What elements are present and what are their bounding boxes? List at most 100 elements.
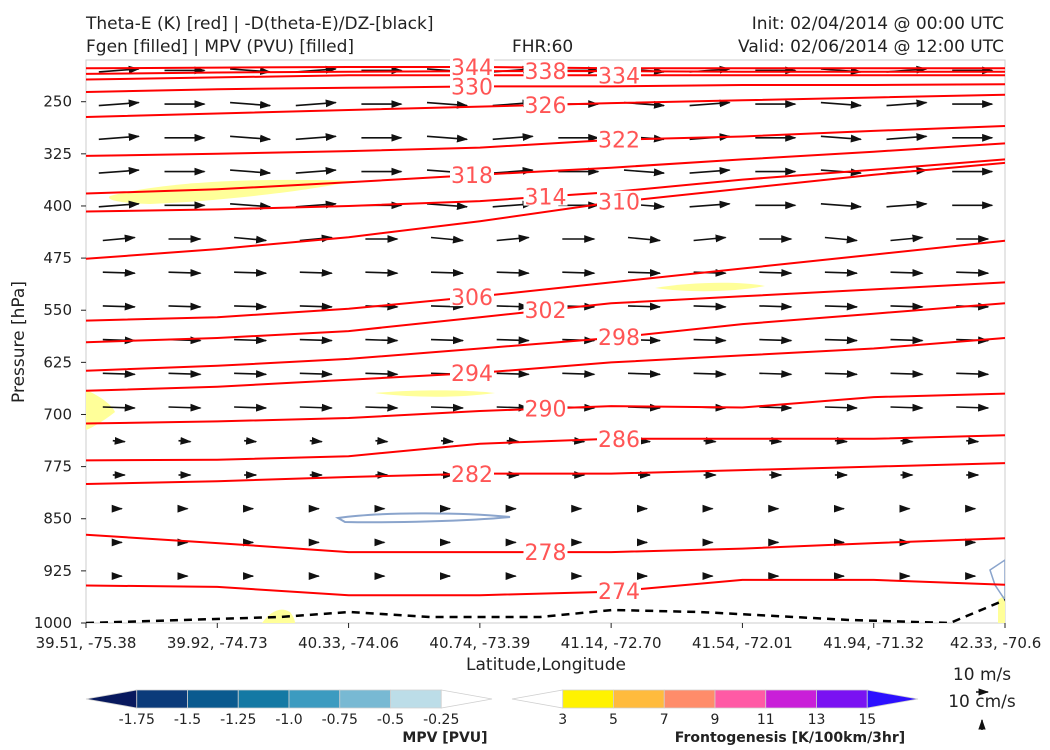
- wind-vector-arrow: [234, 302, 268, 311]
- contour-label-bg: [523, 60, 568, 81]
- fgen-fill-area: [262, 609, 295, 623]
- wind-vector-arrow: [496, 403, 530, 412]
- theta-e-label-274: 274: [598, 580, 640, 605]
- wind-vector-arrow: [299, 234, 333, 243]
- wind-vector-arrow: [365, 268, 399, 277]
- theta-e-contour-282: [86, 462, 1005, 485]
- wind-vector-arrow: [168, 403, 202, 412]
- wind-vector-arrow: [98, 166, 140, 175]
- wind-vector-arrow: [299, 336, 333, 345]
- theta-e-label-278: 278: [525, 541, 567, 566]
- contour-label-bg: [523, 93, 568, 114]
- contour-label-bg: [523, 541, 568, 562]
- wind-vector-arrow: [693, 302, 727, 311]
- contour-label-bg: [450, 286, 494, 307]
- mpv-contour: [989, 559, 1005, 602]
- colorbar-segment: [390, 689, 442, 709]
- vector-key-horizontal: 10 m/s: [953, 665, 1011, 685]
- wind-vector-arrow: [492, 133, 534, 141]
- fgen-fill-area: [86, 390, 115, 430]
- colorbar-tick-label: 13: [808, 712, 826, 728]
- contour-label-bg: [597, 580, 641, 600]
- wind-vector-arrow: [365, 403, 399, 412]
- wind-vector-arrow: [824, 302, 859, 311]
- wind-vector-arrow: [230, 100, 272, 109]
- theta-e-label-302: 302: [525, 299, 567, 324]
- wind-vector-arrow: [834, 436, 849, 445]
- wind-vector-arrow: [426, 100, 469, 109]
- fgen-fill-area: [998, 595, 1005, 623]
- colorbar-tick-label: 3: [558, 712, 567, 728]
- y-tick-label: 625: [43, 353, 72, 371]
- theta-e-label-314: 314: [525, 186, 567, 211]
- theta-e-contour-330: [86, 83, 1005, 93]
- colorbar-segment: [765, 689, 817, 709]
- colorbar-tick-label: -1.75: [119, 712, 155, 728]
- wind-vector-arrow: [890, 268, 924, 277]
- contour-label-bg: [450, 56, 494, 76]
- colorbar-tick-label: -0.5: [377, 712, 404, 728]
- colorbar-tick-label: 7: [660, 712, 669, 728]
- wind-vector-arrow: [440, 436, 455, 445]
- y-tick-label: 475: [43, 249, 72, 267]
- contour-label-bg: [450, 462, 494, 483]
- wind-vector-arrow: [375, 436, 389, 445]
- wind-vector-arrow: [956, 370, 990, 378]
- chart-title-line1: Theta-E (K) [red] | -D(theta-E)/DZ-[blac…: [86, 14, 434, 34]
- valid-time: Valid: 02/06/2014 @ 12:00 UTC: [738, 37, 1004, 57]
- theta-e-label-286: 286: [598, 428, 640, 453]
- wind-vector-arrow: [168, 268, 202, 277]
- colorbar-tick-label: 5: [609, 712, 618, 728]
- frontogenesis-colorbar: 3 5 7 9 11 13 15: [511, 689, 919, 728]
- y-tick-label: 700: [43, 405, 72, 423]
- wind-vector-arrow: [886, 99, 928, 108]
- wind-vector-arrow: [966, 436, 980, 445]
- contour-label-bg: [450, 75, 494, 96]
- theta-e-label-282: 282: [451, 463, 493, 488]
- theta-e-label-294: 294: [451, 362, 493, 387]
- wind-vector-arrow: [234, 235, 268, 244]
- contour-label-bg: [523, 299, 568, 320]
- colorbar-tick-label: -1.25: [220, 712, 256, 728]
- colorbar-segment: [511, 689, 564, 709]
- colorbar-segment: [866, 689, 919, 709]
- wind-vector-arrow: [102, 403, 136, 412]
- wind-vector-arrow: [689, 200, 731, 209]
- theta-e-label-318: 318: [451, 164, 493, 189]
- wind-vector-arrow: [824, 235, 859, 244]
- y-tick-label: 1000: [34, 614, 72, 632]
- theta-e-contour-294: [86, 337, 1005, 392]
- wind-vector-arrow: [886, 200, 928, 209]
- colorbar-segment: [85, 689, 138, 709]
- colorbar-segment: [714, 689, 767, 709]
- wind-vector-arrow: [426, 134, 469, 143]
- theta-e-label-326: 326: [525, 94, 567, 119]
- wind-vector-arrow: [759, 336, 793, 345]
- plot-area: [85, 59, 1006, 624]
- wind-vector-arrow: [824, 370, 859, 378]
- contour-label-bg: [597, 190, 641, 211]
- wind-vector-arrow: [759, 370, 793, 378]
- wind-vector-arrow: [492, 166, 534, 175]
- wind-vector-arrow: [693, 370, 727, 378]
- colorbar-tick-label: 9: [711, 712, 720, 728]
- chart-title-line2: Fgen [filled] | MPV (PVU) [filled]: [86, 37, 355, 57]
- y-tick-label: 325: [43, 145, 72, 163]
- colorbar-tick-label: 11: [757, 712, 775, 728]
- wind-vector-arrow: [890, 403, 924, 412]
- colorbar-tick-label: -0.25: [423, 712, 459, 728]
- wind-vector-arrow: [295, 166, 337, 175]
- wind-vector-arrow: [98, 99, 140, 108]
- wind-vector-arrow: [430, 403, 465, 412]
- y-tick-label: 550: [43, 301, 72, 319]
- vector-key: 10 m/s 10 cm/s: [948, 665, 1016, 730]
- wind-vector-arrow: [430, 336, 465, 345]
- wind-vector-arrow: [234, 403, 268, 412]
- wind-vector-arrow: [234, 336, 268, 345]
- wind-vector-arrow: [627, 370, 662, 378]
- colorbar-segment: [339, 689, 391, 709]
- wind-vector-arrow: [98, 65, 140, 74]
- x-tick-label: 39.51, -75.38: [36, 634, 137, 652]
- x-tick-label: 41.54, -72.01: [692, 634, 793, 652]
